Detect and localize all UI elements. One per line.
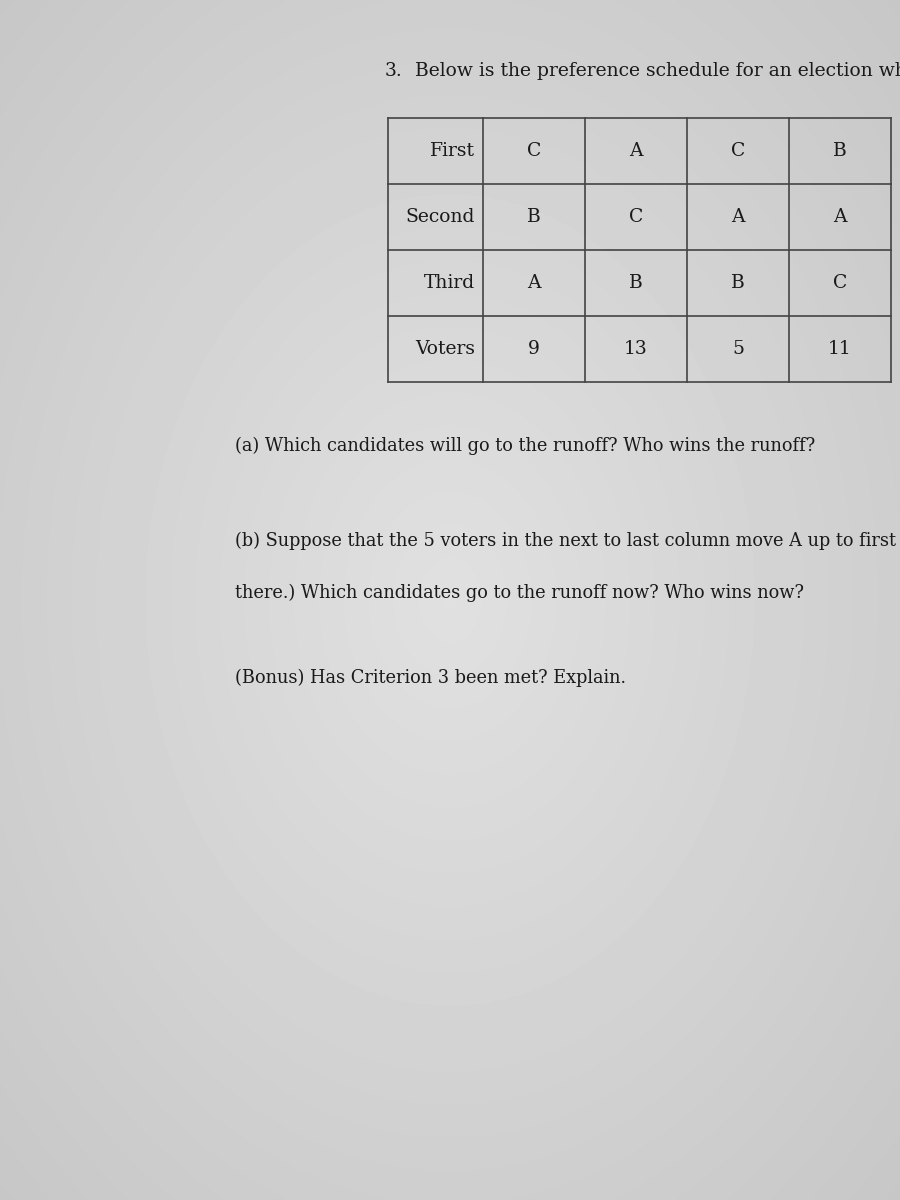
- Text: C: C: [526, 142, 541, 160]
- Text: B: B: [629, 274, 643, 292]
- Text: Third: Third: [424, 274, 475, 292]
- Text: Voters: Voters: [415, 340, 475, 358]
- Text: B: B: [527, 208, 541, 226]
- Text: First: First: [430, 142, 475, 160]
- Text: Second: Second: [406, 208, 475, 226]
- Text: A: A: [527, 274, 541, 292]
- Text: (a) Which candidates will go to the runoff? Who wins the runoff?: (a) Which candidates will go to the runo…: [235, 437, 815, 455]
- Text: (b) Suppose that the 5 voters in the next to last column move A up to first plac: (b) Suppose that the 5 voters in the nex…: [235, 532, 900, 551]
- Text: 13: 13: [624, 340, 648, 358]
- Text: 3.: 3.: [385, 62, 403, 80]
- Text: 11: 11: [828, 340, 852, 358]
- Text: 5: 5: [732, 340, 744, 358]
- Text: B: B: [833, 142, 847, 160]
- Text: C: C: [832, 274, 847, 292]
- Text: (Bonus) Has Criterion 3 been met? Explain.: (Bonus) Has Criterion 3 been met? Explai…: [235, 670, 626, 688]
- Text: C: C: [629, 208, 643, 226]
- Text: A: A: [833, 208, 847, 226]
- Text: Below is the preference schedule for an election where the winner is determined : Below is the preference schedule for an …: [415, 62, 900, 80]
- Text: A: A: [629, 142, 643, 160]
- Text: C: C: [731, 142, 745, 160]
- Text: there.) Which candidates go to the runoff now? Who wins now?: there.) Which candidates go to the runof…: [235, 584, 804, 602]
- Text: A: A: [731, 208, 745, 226]
- Text: 9: 9: [528, 340, 540, 358]
- Text: B: B: [731, 274, 745, 292]
